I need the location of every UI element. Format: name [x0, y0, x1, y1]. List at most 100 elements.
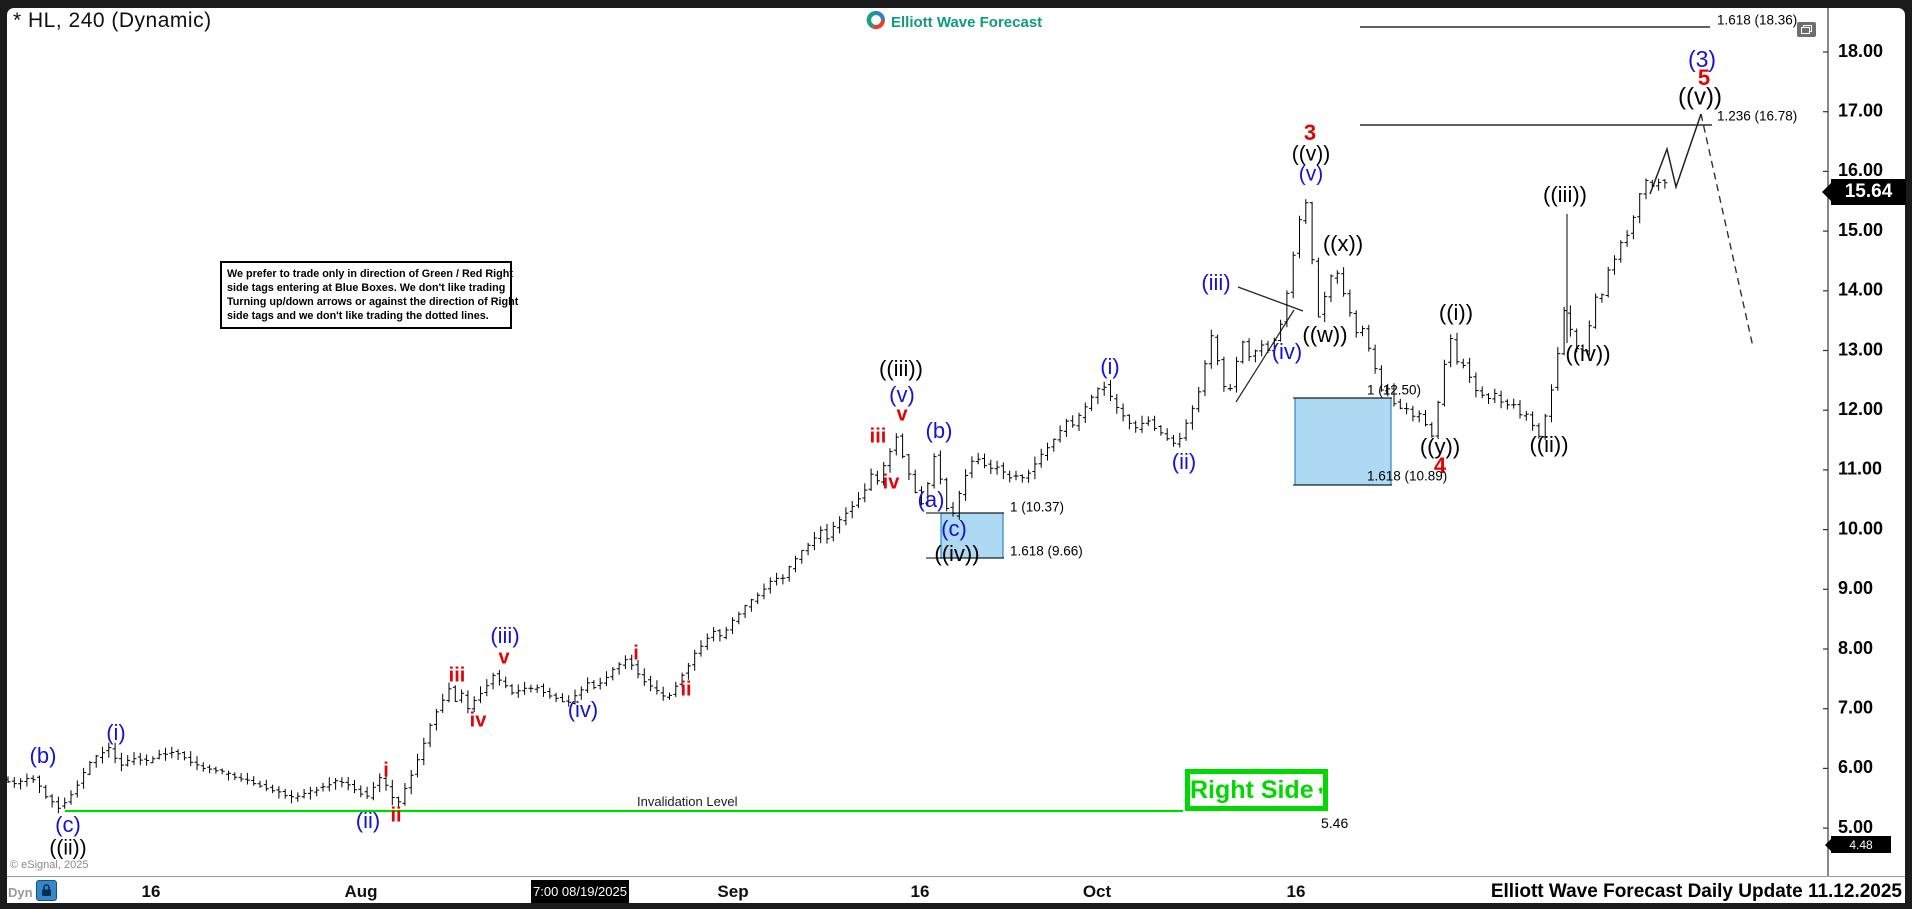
- price-tick-label: 17.00: [1838, 100, 1883, 120]
- wave-label: v: [896, 403, 908, 425]
- time-axis-label: Oct: [1082, 882, 1112, 901]
- wave-label: ((iii)): [879, 356, 923, 381]
- wave-label: (iii): [490, 623, 519, 648]
- brand-logo: Elliott Wave Forecast: [866, 10, 1042, 35]
- trend-line-lower: [1235, 309, 1295, 403]
- logo-text: Elliott Wave Forecast: [891, 14, 1043, 31]
- price-tick-label: 18.00: [1838, 41, 1883, 61]
- wave-label: iii: [449, 664, 466, 686]
- price-tick-label: 12.00: [1838, 399, 1883, 419]
- time-axis-label: Aug: [344, 882, 378, 901]
- fib-label: 1 (10.37): [1010, 500, 1064, 515]
- disclaimer-line: Turning up/down arrows or against the di…: [227, 296, 519, 308]
- fib-label: 1.618 (9.66): [1010, 544, 1083, 559]
- time-axis-label: Sep: [717, 882, 749, 901]
- wave-label: ((iv)): [934, 541, 979, 566]
- popout-icon[interactable]: [1797, 22, 1816, 37]
- wave-label: (c): [55, 812, 81, 837]
- wave-label: (ii): [1172, 449, 1196, 474]
- price-tick-label: 16.00: [1838, 160, 1883, 180]
- wave-label: ((w)): [1302, 322, 1347, 347]
- projection-dashed-line: [1700, 113, 1754, 348]
- fib-label: 1.618 (10.89): [1367, 469, 1447, 484]
- wave-label: ii: [680, 678, 691, 700]
- dynamic-mode-label: Dyn: [8, 885, 33, 900]
- price-tick-label: 7.00: [1838, 697, 1873, 717]
- blue-box-1: [940, 512, 1004, 559]
- wave-label: (i): [106, 720, 126, 745]
- wave-label: (c): [941, 516, 967, 541]
- disclaimer-line: side tags and we don't like trading the …: [227, 310, 489, 322]
- fib-label: 1 (12.50): [1367, 383, 1421, 398]
- wave-label: (a): [918, 487, 945, 512]
- invalidation-level-value: 5.46: [1321, 815, 1349, 831]
- footer-caption: Elliott Wave Forecast Daily Update 11.12…: [1490, 881, 1902, 902]
- wave-label: (iv): [1272, 339, 1303, 364]
- price-bars: [5, 178, 1668, 814]
- wave-label: iv: [883, 471, 901, 493]
- disclaimer-line: side tags entering at Blue Boxes. We don…: [227, 282, 506, 294]
- right-side-badge-label: Right Side: [1190, 775, 1314, 804]
- wave-label: (i): [1100, 354, 1120, 379]
- wave-label: (v): [1299, 163, 1324, 186]
- wave-label: 4: [1434, 453, 1447, 478]
- wave-label: ii: [390, 804, 401, 826]
- copyright-note: © eSignal, 2025: [10, 859, 89, 871]
- wave-label: (b): [30, 743, 57, 768]
- wave-label: (iii): [1201, 270, 1230, 295]
- blue-box-2: [1294, 397, 1392, 486]
- wave-label: (ii): [356, 808, 380, 833]
- chart-title: * HL, 240 (Dynamic): [13, 9, 212, 32]
- wave-label: ((v)): [1678, 83, 1722, 110]
- wave-label: (3): [1688, 46, 1716, 72]
- wave-label: (b): [926, 418, 953, 443]
- right-side-badge: Right Side: [1185, 769, 1328, 811]
- up-arrow-icon: [1317, 786, 1323, 794]
- current-price-tag: 15.64: [1822, 179, 1906, 205]
- wave-label: i: [383, 759, 389, 781]
- time-axis-label: 16: [910, 882, 930, 901]
- chart-background: [7, 8, 1905, 903]
- fib-label: 1.236 (16.78): [1717, 109, 1797, 124]
- time-axis-label: 16: [141, 882, 161, 901]
- wave-label: ((ii)): [1529, 432, 1568, 457]
- price-tick-label: 15.00: [1838, 220, 1883, 240]
- price-tick-label: 14.00: [1838, 280, 1883, 300]
- projection-zigzag: [1649, 113, 1702, 195]
- crosshair-date-box: 7:00 08/19/2025: [531, 880, 629, 903]
- price-tick-label: 10.00: [1838, 518, 1883, 538]
- wave-label: ((ii)): [49, 837, 86, 860]
- price-tick-label: 6.00: [1838, 757, 1873, 777]
- scale-edge-price-tag: 4.48: [1825, 836, 1891, 853]
- wave-label: 3: [1304, 120, 1316, 145]
- fib-label: 1.618 (18.36): [1717, 13, 1797, 28]
- price-tick-label: 5.00: [1838, 817, 1873, 837]
- wave-label: ((x)): [1323, 231, 1363, 256]
- wave-label: iii: [870, 425, 887, 447]
- time-axis-label: 16: [1286, 882, 1306, 901]
- wave-label: iv: [470, 709, 488, 731]
- trend-line-upper: [1237, 286, 1304, 312]
- invalidation-level-label: Invalidation Level: [637, 794, 738, 809]
- wave-label: (v): [889, 382, 915, 407]
- time-axis-bar[interactable]: [7, 876, 1905, 903]
- disclaimer-line: We prefer to trade only in direction of …: [227, 268, 513, 280]
- wave-label: ((v)): [1292, 143, 1330, 166]
- wave-label: ((y)): [1420, 434, 1460, 459]
- price-tick-label: 8.00: [1838, 638, 1873, 658]
- wave-label: (iv): [568, 697, 599, 722]
- logo-swirl-icon: [866, 10, 886, 35]
- trading-disclaimer-box: We prefer to trade only in direction of …: [220, 261, 519, 329]
- wave-label: v: [498, 646, 510, 668]
- lock-icon[interactable]: [36, 880, 57, 901]
- wave-label: 5: [1698, 65, 1710, 90]
- price-tick-label: 9.00: [1838, 578, 1873, 598]
- price-tick-label: 11.00: [1838, 459, 1882, 479]
- wave-label: i: [633, 642, 639, 664]
- wave-label: ((i)): [1439, 300, 1473, 325]
- wave-label: ((iv)): [1565, 341, 1610, 366]
- price-tick-label: 13.00: [1838, 339, 1883, 359]
- wave-label: ((iii)): [1543, 182, 1587, 207]
